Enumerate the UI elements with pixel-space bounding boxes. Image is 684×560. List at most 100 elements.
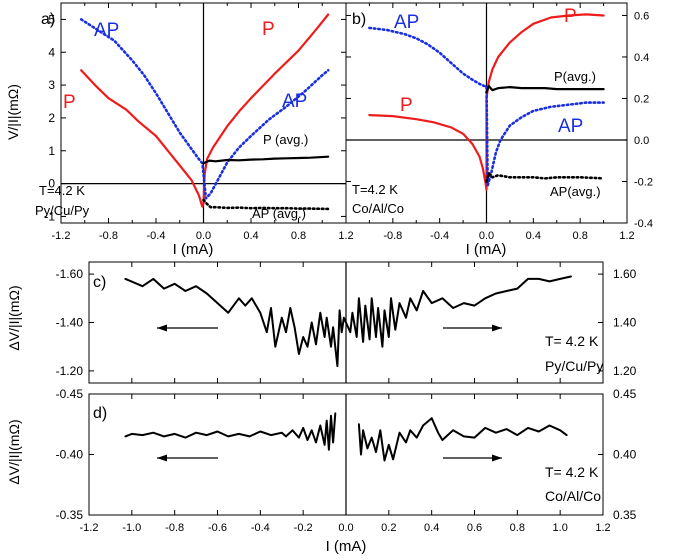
panel-a-series-label-p-left: P xyxy=(63,92,76,113)
panel-d: -1.2 -1.0 -0.8 -0.6 -0.4 -0.2 0.0 0.2 0.4 0.6 0.8 1… xyxy=(6,387,637,555)
panel-b-x-tick-label: 0.0 xyxy=(479,230,494,242)
panel-b-series-label-p-right: P xyxy=(564,6,577,27)
panel-a-x-tick-label: -1.2 xyxy=(52,230,71,242)
panel-c-y-tick-label-right: 1.20 xyxy=(613,364,637,378)
panel-b-y-tick-label: 0.0 xyxy=(634,135,649,147)
panel-a-x-tick-label: 1.2 xyxy=(338,230,353,242)
panel-d-x-tick-label: -0.4 xyxy=(251,522,270,534)
panel-b-annotation-sample: Co/Al/Co xyxy=(352,201,404,216)
panel-d-arrow-left xyxy=(157,454,218,462)
panel-a-series-label-ap-left: AP xyxy=(94,20,119,41)
panel-d-x-tick-label: -0.2 xyxy=(294,522,313,534)
panel-c-arrow-left xyxy=(157,324,218,332)
panel-a-series-p xyxy=(80,13,330,208)
panel-c-y-tick-label: -1.40 xyxy=(56,316,84,330)
panel-d-annotation-sample: Co/Al/Co xyxy=(545,488,601,504)
panel-d-y-tick-label: -0.35 xyxy=(56,508,84,522)
panel-a-series-p-avg xyxy=(202,155,330,165)
panel-a-y-tick-label: 1 xyxy=(48,144,55,158)
panel-b-annotation-temperature: T=4.2 K xyxy=(352,182,398,197)
panel-c-series xyxy=(124,275,572,368)
panel-d-y-tick-label: -0.45 xyxy=(56,387,84,401)
panel-a-series-label-ap-avg: AP (avg.) xyxy=(252,206,306,221)
panel-a-series-label-p-avg: P (avg.) xyxy=(263,132,308,147)
panel-a-x-tick-label: 0.8 xyxy=(291,230,306,242)
panel-d-annotation-temperature: T= 4.2 K xyxy=(545,464,599,480)
panel-a-x-axis-title: I (mA) xyxy=(173,241,214,258)
panel-c-annotation-temperature: T= 4.2 K xyxy=(545,333,599,349)
panel-b-series-ap xyxy=(368,26,605,187)
panel-b-y-tick-label: 0.4 xyxy=(634,52,649,64)
panel-c-y-axis-title: ΔV/|I|(mΩ) xyxy=(6,285,22,350)
panel-d-x-axis-title: I (mA) xyxy=(326,538,367,555)
panel-d-x-tick-label: 1.2 xyxy=(595,522,610,534)
panel-b-x-tick-label: 0.8 xyxy=(573,230,588,242)
panel-a-tick-labels: -1.2 -0.8 -0.4 0.0 0.4 0.8 1.2 -1 0 1 2 3 4 5 xyxy=(44,12,353,242)
panel-a-label: a) xyxy=(41,11,55,28)
panel-d-ticks xyxy=(88,393,604,516)
panel-d-series-trace-1 xyxy=(357,417,568,462)
panel-a-y-tick-label: 4 xyxy=(48,45,55,59)
panel-d-label: d) xyxy=(93,405,107,422)
panel-c-tick-labels: -1.20 1.20 -1.40 1.40 -1.60 1.60 xyxy=(56,267,637,378)
panel-d-x-tick-label: 1.0 xyxy=(553,522,568,534)
panel-c: -1.20 1.20 -1.40 1.40 -1.60 1.60 c) ΔV/|I|(mΩ… xyxy=(6,261,637,384)
panel-d-y-tick-label-right: 0.35 xyxy=(613,508,637,522)
panel-d-y-tick-label: -0.40 xyxy=(56,448,84,462)
panel-b-tick-labels: -0.8 -0.4 0.0 0.4 0.8 1.2-0.4-0.20.00.20.40.6 xyxy=(383,10,653,242)
panel-a-annotation-temperature: T=4.2 K xyxy=(39,183,85,198)
panel-a-y-tick-label: 5 xyxy=(48,12,55,26)
panel-c-arrow-right xyxy=(443,324,502,332)
panel-b-y-tick-label: 0.2 xyxy=(634,93,649,105)
panel-d-x-tick-label: 0.0 xyxy=(338,522,353,534)
panel-a-y-axis-title: V/|I|(mΩ) xyxy=(5,84,21,140)
panel-b-x-tick-label: 1.2 xyxy=(619,230,634,242)
panel-b-x-axis-title: I (mA) xyxy=(466,241,507,258)
panel-a-annotation-sample: Py/Cu/Py xyxy=(35,203,90,218)
panel-d-x-tick-label: -1.0 xyxy=(122,522,141,534)
panel-d-x-tick-label: 0.4 xyxy=(424,522,439,534)
panel-b-x-tick-label: 0.4 xyxy=(526,230,541,242)
panel-a-x-tick-label: -0.4 xyxy=(147,230,166,242)
panel-c-annotation-sample: Py/Cu/Py xyxy=(545,358,603,374)
panel-b: -0.8 -0.4 0.0 0.4 0.8 1.2-0.4-0.20.00.20.40.6… xyxy=(345,2,653,258)
panel-d-arrow-right xyxy=(443,454,502,462)
panel-d-x-tick-label: -1.2 xyxy=(80,522,99,534)
panel-b-series-label-p-avg: P(avg.) xyxy=(554,69,596,84)
panel-c-y-tick-label: -1.20 xyxy=(56,364,84,378)
panel-d-y-tick-label-right: 0.45 xyxy=(613,387,637,401)
panel-b-x-tick-label: -0.8 xyxy=(383,230,402,242)
panel-b-series-label-ap-left: AP xyxy=(394,12,419,33)
panel-b-y-tick-label: 0.6 xyxy=(634,10,649,22)
panel-c-y-tick-label-right: 1.60 xyxy=(613,267,637,281)
panel-b-y-tick-label: -0.4 xyxy=(634,218,653,230)
panel-d-x-tick-label: 0.2 xyxy=(381,522,396,534)
panel-d-series-trace-0 xyxy=(124,412,337,451)
panel-b-x-tick-label: -0.4 xyxy=(430,230,449,242)
panel-d-x-tick-label: 0.8 xyxy=(510,522,525,534)
panel-b-series-p-avg xyxy=(485,84,605,94)
panel-d-x-tick-label: -0.6 xyxy=(208,522,227,534)
panel-d-x-tick-label: 0.6 xyxy=(467,522,482,534)
panel-b-y-tick-label: -0.2 xyxy=(634,176,653,188)
panel-c-y-tick-label-right: 1.40 xyxy=(613,316,637,330)
panel-a: -1.2 -0.8 -0.4 0.0 0.4 0.8 1.2 -1 0 1 2 3 4 5 a) V/|I… xyxy=(5,2,354,258)
panel-d-y-axis-title: ΔV/|I|(mΩ) xyxy=(6,419,22,484)
panel-a-series-ap-avg xyxy=(202,198,330,211)
panel-d-tick-labels: -1.2 -1.0 -0.8 -0.6 -0.4 -0.2 0.0 0.2 0.4 0.6 0.8 1… xyxy=(56,387,637,534)
panel-a-y-tick-label: -1 xyxy=(44,209,55,223)
panel-c-y-tick-label: -1.60 xyxy=(56,267,84,281)
panel-a-x-tick-label: -0.8 xyxy=(99,230,118,242)
panel-b-label: b) xyxy=(352,11,366,28)
panel-a-y-tick-label: 0 xyxy=(48,177,55,191)
panel-b-series-p xyxy=(368,13,605,191)
panel-a-x-tick-label: 0.4 xyxy=(243,230,258,242)
panel-a-series-ap xyxy=(79,18,330,200)
panel-a-series xyxy=(79,13,330,211)
panel-a-y-tick-label: 3 xyxy=(48,78,55,92)
panel-a-series-label-ap-right: AP xyxy=(282,91,307,112)
panel-b-series-label-ap-avg: AP(avg.) xyxy=(550,184,601,199)
panel-a-x-tick-label: 0.0 xyxy=(196,230,211,242)
panel-b-series-label-p-left: P xyxy=(400,95,413,116)
panel-b-series-label-ap-right: AP xyxy=(558,116,583,137)
